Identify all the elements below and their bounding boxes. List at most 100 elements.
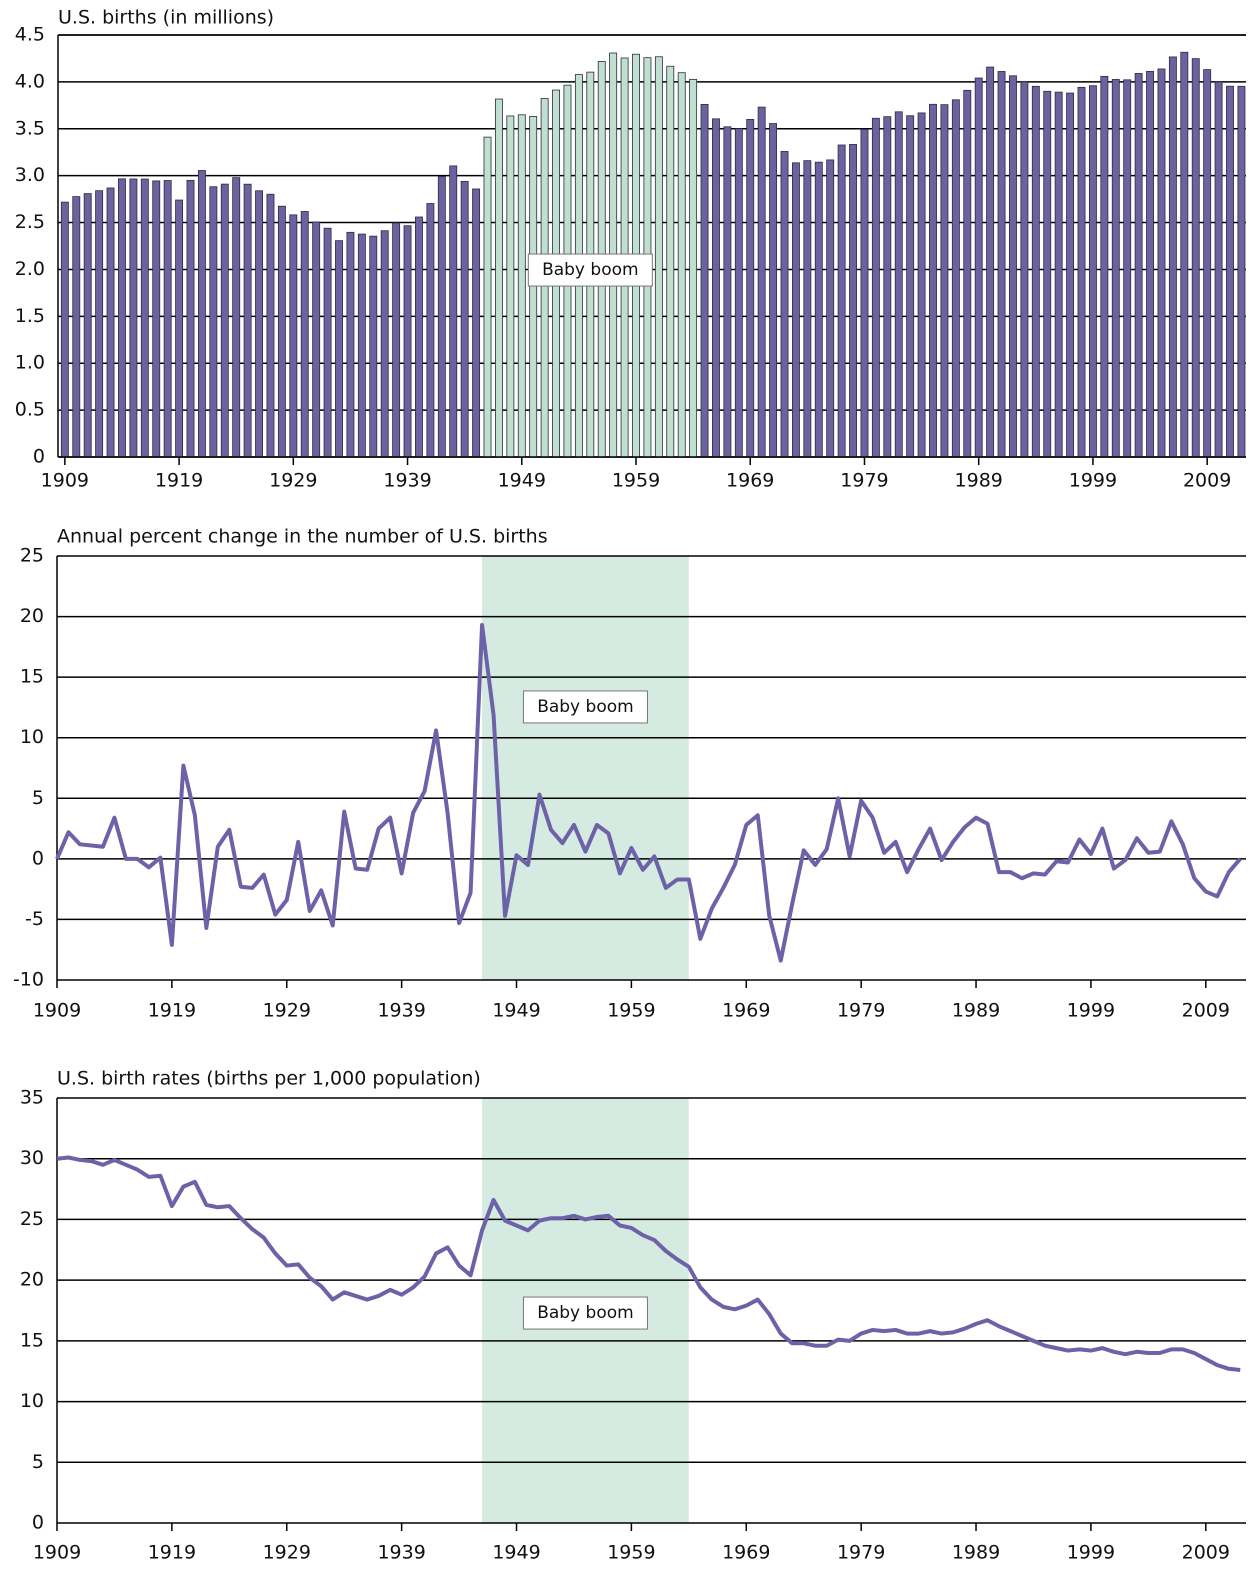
y-tick-label: 25: [20, 1208, 44, 1230]
bar: [986, 66, 995, 458]
bar: [494, 98, 503, 458]
bar: [712, 118, 720, 458]
x-tick-label: 1929: [263, 1542, 311, 1564]
chart-title: Annual percent change in the number of U…: [57, 526, 548, 548]
bar: [346, 231, 355, 458]
x-tick-label: 1979: [840, 470, 888, 492]
bar: [392, 222, 401, 458]
annotation: Baby boom: [537, 697, 634, 717]
data-line: [56, 1155, 1241, 1372]
x-tick-label: 1989: [955, 470, 1003, 492]
bar: [894, 111, 903, 458]
bar: [449, 165, 458, 458]
bar: [300, 211, 309, 458]
bar: [335, 240, 343, 458]
bar: [974, 77, 983, 458]
x-tick-label: 1909: [33, 1000, 81, 1022]
annotation: Baby boom: [542, 260, 639, 280]
y-tick-label: 25: [20, 545, 44, 567]
bar: [906, 115, 915, 458]
annotation-box: [522, 1296, 648, 1330]
bar: [106, 187, 115, 458]
x-tick-label: 1909: [33, 1542, 81, 1564]
bar: [723, 126, 732, 458]
x-tick-label: 1969: [726, 470, 774, 492]
bar: [871, 117, 880, 458]
y-tick-label: 0: [32, 847, 44, 869]
bar: [1088, 85, 1097, 458]
y-tick-label: 10: [20, 1390, 44, 1412]
bar: [757, 106, 766, 458]
bar: [1214, 81, 1223, 458]
bar: [152, 180, 161, 458]
highlight-band: [482, 556, 689, 980]
y-tick-label: 1.5: [15, 305, 45, 327]
bar: [529, 115, 538, 458]
x-tick-label: 1939: [377, 1000, 425, 1022]
x-tick-label: 1959: [612, 470, 660, 492]
y-tick-label: 0.5: [15, 399, 45, 421]
bar: [460, 180, 469, 458]
bar: [1146, 70, 1154, 458]
chart-title: U.S. birth rates (births per 1,000 popul…: [57, 1068, 481, 1090]
y-tick-label: 5: [32, 787, 44, 809]
bar: [186, 179, 195, 458]
x-tick-label: 1929: [263, 1000, 311, 1022]
bar: [746, 119, 755, 458]
bar: [255, 190, 263, 458]
x-tick-label: 1959: [607, 1542, 655, 1564]
y-tick-label: 3.5: [15, 117, 45, 139]
bar: [666, 65, 675, 458]
bar: [175, 199, 184, 458]
y-tick-label: 15: [20, 666, 44, 688]
bar: [677, 72, 686, 458]
y-tick-label: 0: [33, 446, 45, 468]
x-tick-label: 2009: [1182, 1542, 1230, 1564]
y-tick-label: -10: [13, 969, 44, 991]
bar: [849, 144, 857, 458]
bar: [197, 170, 206, 458]
x-tick-label: 1949: [492, 1000, 540, 1022]
y-tick-label: 4.0: [15, 70, 45, 92]
x-tick-label: 1999: [1067, 1542, 1115, 1564]
bar: [1168, 56, 1177, 458]
x-tick-label: 1979: [837, 1542, 885, 1564]
bar: [380, 230, 389, 458]
x-tick-label: 1939: [383, 470, 431, 492]
bar: [963, 89, 972, 458]
bar: [1100, 75, 1109, 458]
bar: [1237, 85, 1246, 458]
y-tick-label: 4.5: [15, 24, 45, 46]
bar: [1180, 51, 1189, 458]
x-tick-label: 1949: [498, 470, 546, 492]
bar: [654, 56, 663, 458]
bar: [118, 178, 126, 458]
y-tick-label: 35: [20, 1087, 44, 1109]
bar: [506, 115, 515, 458]
bar: [95, 190, 104, 458]
bar: [83, 193, 92, 458]
bar: [769, 123, 778, 458]
bar: [437, 176, 446, 458]
x-tick-label: 1959: [607, 1000, 655, 1022]
bar: [917, 112, 926, 458]
bar: [369, 235, 378, 458]
y-tick-label: -5: [25, 908, 44, 930]
bar: [1226, 85, 1234, 458]
x-tick-label: 1969: [722, 1000, 770, 1022]
y-tick-label: 30: [20, 1147, 44, 1169]
x-tick-label: 1909: [41, 470, 89, 492]
y-tick-label: 5: [32, 1451, 44, 1473]
bar: [997, 71, 1006, 458]
bar: [1134, 73, 1143, 458]
y-tick-label: 20: [20, 1269, 44, 1291]
x-tick-label: 1999: [1069, 470, 1117, 492]
y-tick-label: 3.0: [15, 164, 45, 186]
x-tick-label: 1999: [1067, 1000, 1115, 1022]
data-line: [55, 623, 1242, 963]
bar: [734, 128, 743, 458]
bar: [1009, 75, 1017, 458]
bar: [689, 78, 698, 458]
bar: [700, 103, 709, 458]
